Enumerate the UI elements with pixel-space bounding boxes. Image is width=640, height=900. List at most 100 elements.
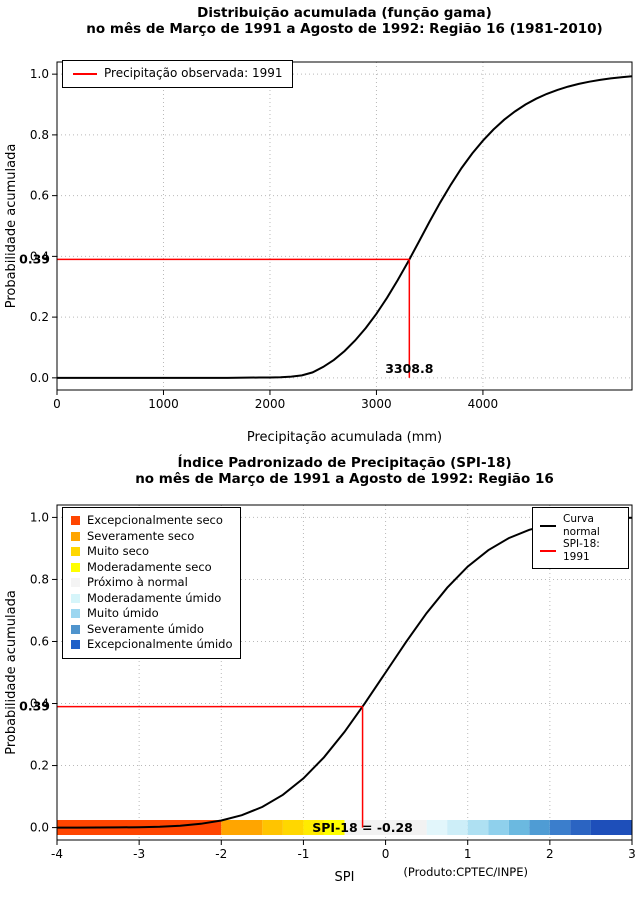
legend-spi-categories: Excepcionalmente seco Severamente seco Mui… [62, 507, 242, 659]
gridlines [56, 62, 632, 390]
axis-ticks [52, 516, 633, 845]
spi-category-segment [570, 820, 591, 835]
legend-item: Muito úmido [71, 606, 232, 622]
marker-value-label: SPI-18 = -0.28 [312, 820, 413, 835]
spi-category-segment [323, 820, 345, 835]
y-axis-label: Probabilidade acumulada [4, 144, 19, 309]
legend-item: Severamente úmido [71, 622, 232, 638]
marker-value-label: 3308.8 [385, 361, 433, 376]
x-tick-label: -4 [51, 847, 63, 861]
spi-category-segment [221, 820, 263, 835]
legend-color-swatch [71, 609, 80, 619]
y-tick-label: 0.6 [30, 634, 49, 648]
figure-gamma-distribution: Distribuição acumulada (função gama) no … [4, 5, 633, 445]
legend-item-label: Precipitação observada: 1991 [104, 66, 283, 80]
legend-item-label: Moderadamente úmido [87, 590, 222, 605]
chart-subtitle: no mês de Março de 1991 a Agosto de 1992… [86, 21, 603, 37]
x-tick-label: 0 [382, 847, 390, 861]
legend-line-swatch [73, 72, 97, 75]
legend-item: Moderadamente seco [71, 560, 232, 576]
legend-item-label: Moderadamente seco [87, 559, 212, 574]
y-tick-label: 0.2 [30, 759, 49, 773]
legend-item-label: Severamente seco [87, 528, 195, 543]
marker-probability-label: 0.39 [19, 699, 50, 714]
x-tick-label: -1 [297, 847, 309, 861]
marker-probability-label: 0.39 [19, 251, 50, 266]
product-credit: (Produto:CPTEC/INPE) [403, 865, 528, 879]
legend-item: SPI-18: 1991 [540, 538, 621, 563]
legend-observed-precipitation: Precipitação observada: 1991 [62, 60, 294, 88]
spi-category-segment [344, 820, 427, 835]
x-tick-label: 4000 [468, 397, 499, 411]
spi-category-segment [508, 820, 530, 835]
y-tick-label: 0.4 [30, 697, 49, 711]
spi-category-segment [467, 820, 489, 835]
legend-color-swatch [71, 578, 80, 588]
legend-item: Muito seco [71, 544, 232, 560]
chart-subtitle: no mês de Março de 1991 a Agosto de 1992… [135, 471, 554, 487]
legend-item: Excepcionalmente úmido [71, 637, 232, 653]
legend-item-label: Muito úmido [87, 606, 159, 620]
y-tick-label: 0.8 [30, 128, 49, 142]
y-tick-label: 0.6 [30, 189, 49, 203]
y-tick-label: 0.2 [30, 310, 49, 324]
legend-item: Moderadamente úmido [71, 591, 232, 607]
figure-title-block: Distribuição acumulada (função gama) no … [57, 5, 632, 37]
gamma-distribution-plot: 0 1000 2000 3000 4000 0.0 0.2 0.4 0.6 0.8 1.0 Preci… [4, 61, 633, 445]
y-axis-label: Probabilidade acumulada [4, 590, 19, 755]
x-tick-label: 3000 [361, 397, 392, 411]
legend-color-swatch [71, 593, 80, 603]
x-tick-label: -2 [215, 847, 227, 861]
spi-category-segment [590, 820, 632, 835]
legend-color-swatch [71, 547, 80, 557]
gamma-cdf-curve [57, 75, 633, 379]
spi-category-segment [549, 820, 571, 835]
x-tick-label: 2000 [255, 397, 286, 411]
y-tick-label: 0.0 [30, 821, 49, 835]
spi-category-segment [262, 820, 283, 835]
x-tick-label: 3 [628, 847, 636, 861]
legend-item: Severamente seco [71, 529, 232, 545]
spi-category-segment [529, 820, 550, 835]
observed-value-marker [57, 705, 364, 828]
legend-item-label: Severamente úmido [87, 621, 204, 636]
x-tick-label: 2 [546, 847, 554, 861]
plot-border [56, 61, 633, 391]
spi-category-segment [447, 820, 468, 835]
axis-ticks [52, 73, 484, 395]
x-tick-label: 1000 [148, 397, 179, 411]
legend-item: Curva normal [540, 513, 621, 538]
legend-color-swatch [71, 624, 80, 634]
legend-color-swatch [71, 640, 80, 650]
axis-tick-labels: -4 -3 -2 -1 0 1 2 3 0.0 0.2 0.4 0.6 0.8 1.0 [30, 510, 636, 861]
chart-title: Distribuição acumulada (função gama) [197, 5, 492, 21]
chart-title: Índice Padronizado de Precipitação (SPI-… [177, 455, 512, 471]
legend-item-label: Excepcionalmente seco [87, 513, 223, 527]
y-tick-label: 0.4 [30, 249, 49, 263]
y-tick-label: 1.0 [30, 510, 49, 524]
x-tick-label: -3 [133, 847, 145, 861]
legend-item-label: SPI-18: 1991 [563, 538, 600, 563]
observed-value-marker [57, 258, 411, 378]
plot-border [56, 504, 633, 841]
legend-line-swatch [540, 524, 556, 527]
legend-color-swatch [71, 562, 80, 572]
legend-color-swatch [71, 516, 80, 526]
legend-line-swatch [540, 549, 556, 552]
y-tick-label: 1.0 [30, 67, 49, 81]
legend-item: Excepcionalmente seco [71, 513, 232, 529]
x-axis-label: SPI [335, 870, 355, 885]
legend-item: Próximo à normal [71, 575, 232, 591]
spi-category-segment [426, 820, 448, 835]
legend-curves: Curva normal SPI-18: 1991 [532, 507, 629, 569]
x-tick-label: 1 [464, 847, 472, 861]
legend-item-label: Muito seco [87, 544, 150, 558]
legend-item-label: Excepcionalmente úmido [87, 637, 233, 651]
legend-color-swatch [71, 531, 80, 541]
figure-spi-index: Índice Padronizado de Precipitação (SPI-… [0, 450, 640, 900]
axis-tick-labels: 0 1000 2000 3000 4000 0.0 0.2 0.4 0.6 0.8 1.0 [30, 67, 498, 411]
x-tick-label: 0 [53, 397, 61, 411]
spi-category-segment [488, 820, 509, 835]
y-tick-label: 0.0 [30, 371, 49, 385]
y-tick-label: 0.8 [30, 572, 49, 586]
